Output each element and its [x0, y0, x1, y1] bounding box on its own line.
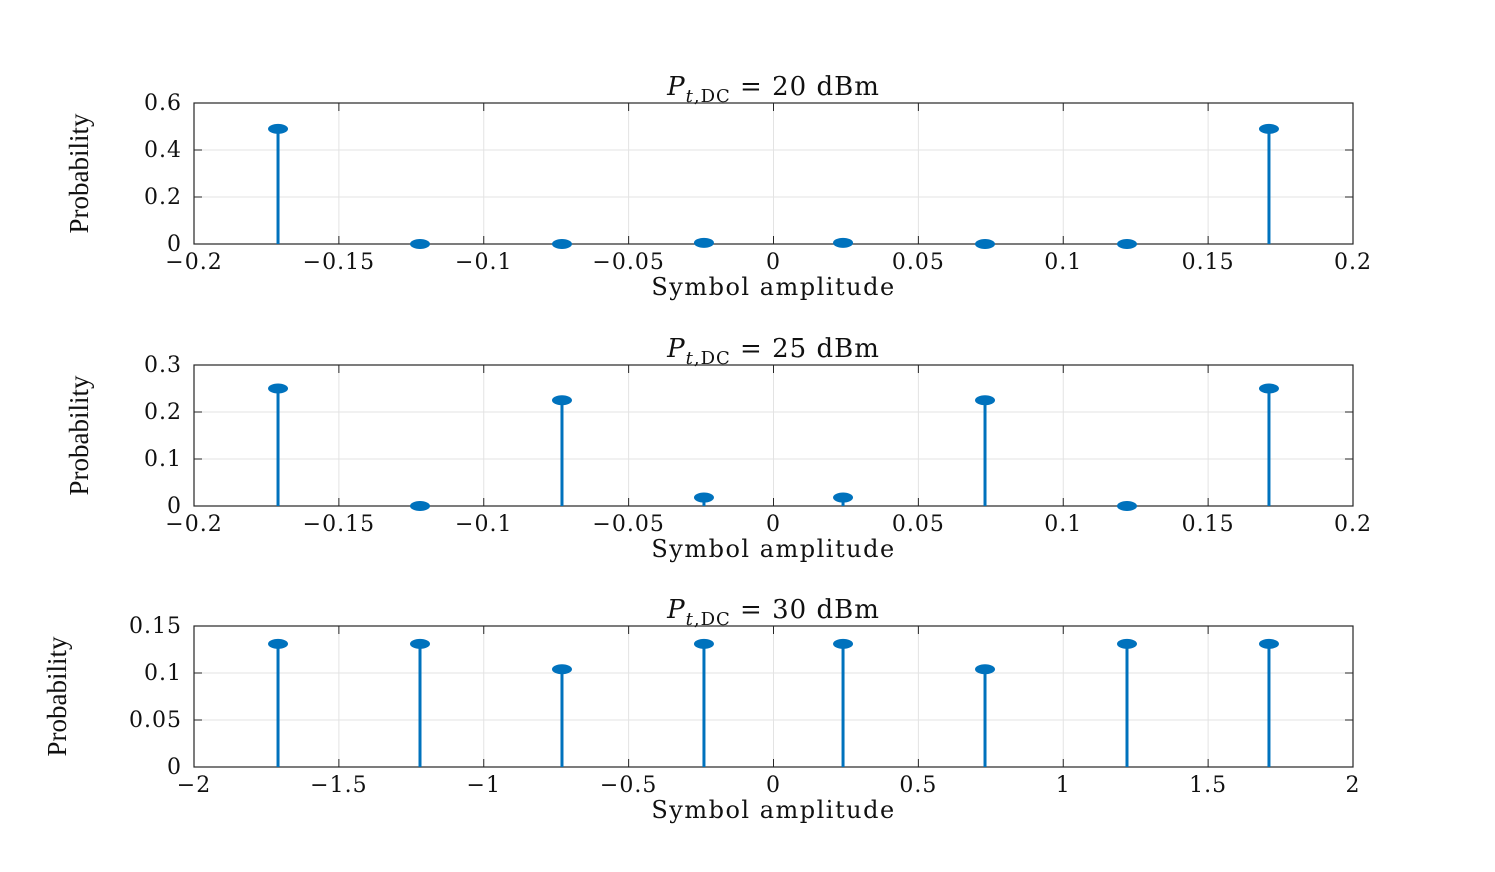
y-tick-label: 0 [167, 232, 182, 257]
stem-marker [551, 664, 572, 675]
stem-marker [551, 239, 572, 249]
x-tick-label: 1.5 [1189, 773, 1227, 798]
x-tick-label: 0 [766, 250, 781, 275]
x-tick-label: −0.05 [592, 512, 664, 537]
x-tick-label: −0.15 [303, 250, 375, 275]
stem-marker [1258, 638, 1279, 649]
stem-marker [410, 638, 431, 649]
x-tick-label: 0.1 [1044, 250, 1082, 275]
x-tick-label: 0.5 [899, 773, 937, 798]
y-tick-label: 0 [167, 494, 182, 519]
stem-marker [975, 239, 996, 249]
title-subscript: t,DC [686, 86, 731, 107]
stem-marker [833, 638, 854, 649]
title-value: = 30 dBm [731, 595, 880, 625]
x-tick-label: −0.2 [165, 512, 222, 537]
x-axis-label: Symbol amplitude [651, 535, 895, 563]
x-tick-label: 0.2 [1334, 512, 1372, 537]
subplot-title: Pt,DC = 20 dBm [666, 72, 880, 107]
stem-marker [1116, 638, 1137, 649]
y-axis-label: Probability [42, 636, 72, 756]
x-tick-label: −0.2 [165, 250, 222, 275]
x-axis-label: Symbol amplitude [651, 273, 895, 301]
x-tick-label: 0 [766, 773, 781, 798]
stem-marker [833, 237, 854, 248]
title-variable: P [666, 72, 686, 102]
x-tick-label: 0.05 [892, 250, 945, 275]
stem-marker [410, 501, 431, 511]
y-tick-label: 0.6 [144, 91, 182, 116]
y-tick-label: 0.3 [144, 353, 182, 378]
title-variable: P [666, 595, 686, 625]
stem-marker [693, 237, 714, 248]
y-tick-label: 0.05 [129, 708, 182, 733]
y-tick-label: 0.2 [144, 400, 182, 425]
x-tick-label: 0 [766, 512, 781, 537]
x-tick-label: −0.15 [303, 512, 375, 537]
title-value: = 20 dBm [731, 72, 880, 102]
x-tick-label: −1.5 [310, 773, 367, 798]
x-tick-label: −2 [177, 773, 211, 798]
x-tick-label: −0.05 [592, 250, 664, 275]
x-tick-label: 0.1 [1044, 512, 1082, 537]
stem-marker [975, 664, 996, 675]
y-tick-label: 0.1 [144, 661, 182, 686]
x-tick-label: −0.5 [600, 773, 657, 798]
subplot-1: −0.2 −0.15 −0.1 −0.05 0 0.05 0.1 0.15 0.2 0 0.2 0.4… [64, 72, 1372, 301]
stem-marker [1258, 123, 1279, 134]
y-tick-label: 0.4 [144, 138, 182, 163]
stem-marker [1116, 501, 1137, 511]
x-tick-label: 0.05 [892, 512, 945, 537]
stem-marker [1116, 239, 1137, 249]
title-variable: P [666, 334, 686, 364]
subplot-3: −2 −1.5 −1 −0.5 0 0.5 1 1.5 2 0 0.05 0.1 0.15 Symbol … [42, 595, 1361, 824]
subplot-title: Pt,DC = 30 dBm [666, 595, 880, 630]
x-tick-label: 0.15 [1182, 512, 1235, 537]
x-tick-label: −1 [467, 773, 501, 798]
x-axis-label: Symbol amplitude [651, 796, 895, 824]
stem-marker [551, 395, 572, 406]
x-tick-label: −0.1 [455, 250, 512, 275]
title-value: = 25 dBm [731, 334, 880, 364]
subplot-title: Pt,DC = 25 dBm [666, 334, 880, 369]
stem-marker [833, 492, 854, 503]
stem-marker [693, 492, 714, 503]
x-tick-label: 1 [1056, 773, 1071, 798]
stem-marker [268, 638, 289, 649]
x-tick-label: 0.15 [1182, 250, 1235, 275]
y-tick-label: 0.15 [129, 614, 182, 639]
y-axis-label: Probability [64, 375, 94, 495]
y-tick-label: 0.1 [144, 447, 182, 472]
x-tick-label: 0.2 [1334, 250, 1372, 275]
x-tick-label: −0.1 [455, 512, 512, 537]
x-tick-label: 2 [1346, 773, 1361, 798]
stem-marker [1258, 383, 1279, 394]
y-tick-label: 0.2 [144, 185, 182, 210]
stem-marker [693, 638, 714, 649]
y-axis-label: Probability [64, 113, 94, 233]
stem-marker [268, 123, 289, 134]
title-subscript: t,DC [686, 609, 731, 630]
title-subscript: t,DC [686, 348, 731, 369]
stem-marker [975, 395, 996, 406]
stem-marker [410, 239, 431, 249]
stem-marker [268, 383, 289, 394]
y-tick-label: 0 [167, 755, 182, 780]
subplot-2: −0.2 −0.15 −0.1 −0.05 0 0.05 0.1 0.15 0.2 0 0.1 0.2… [64, 334, 1372, 563]
